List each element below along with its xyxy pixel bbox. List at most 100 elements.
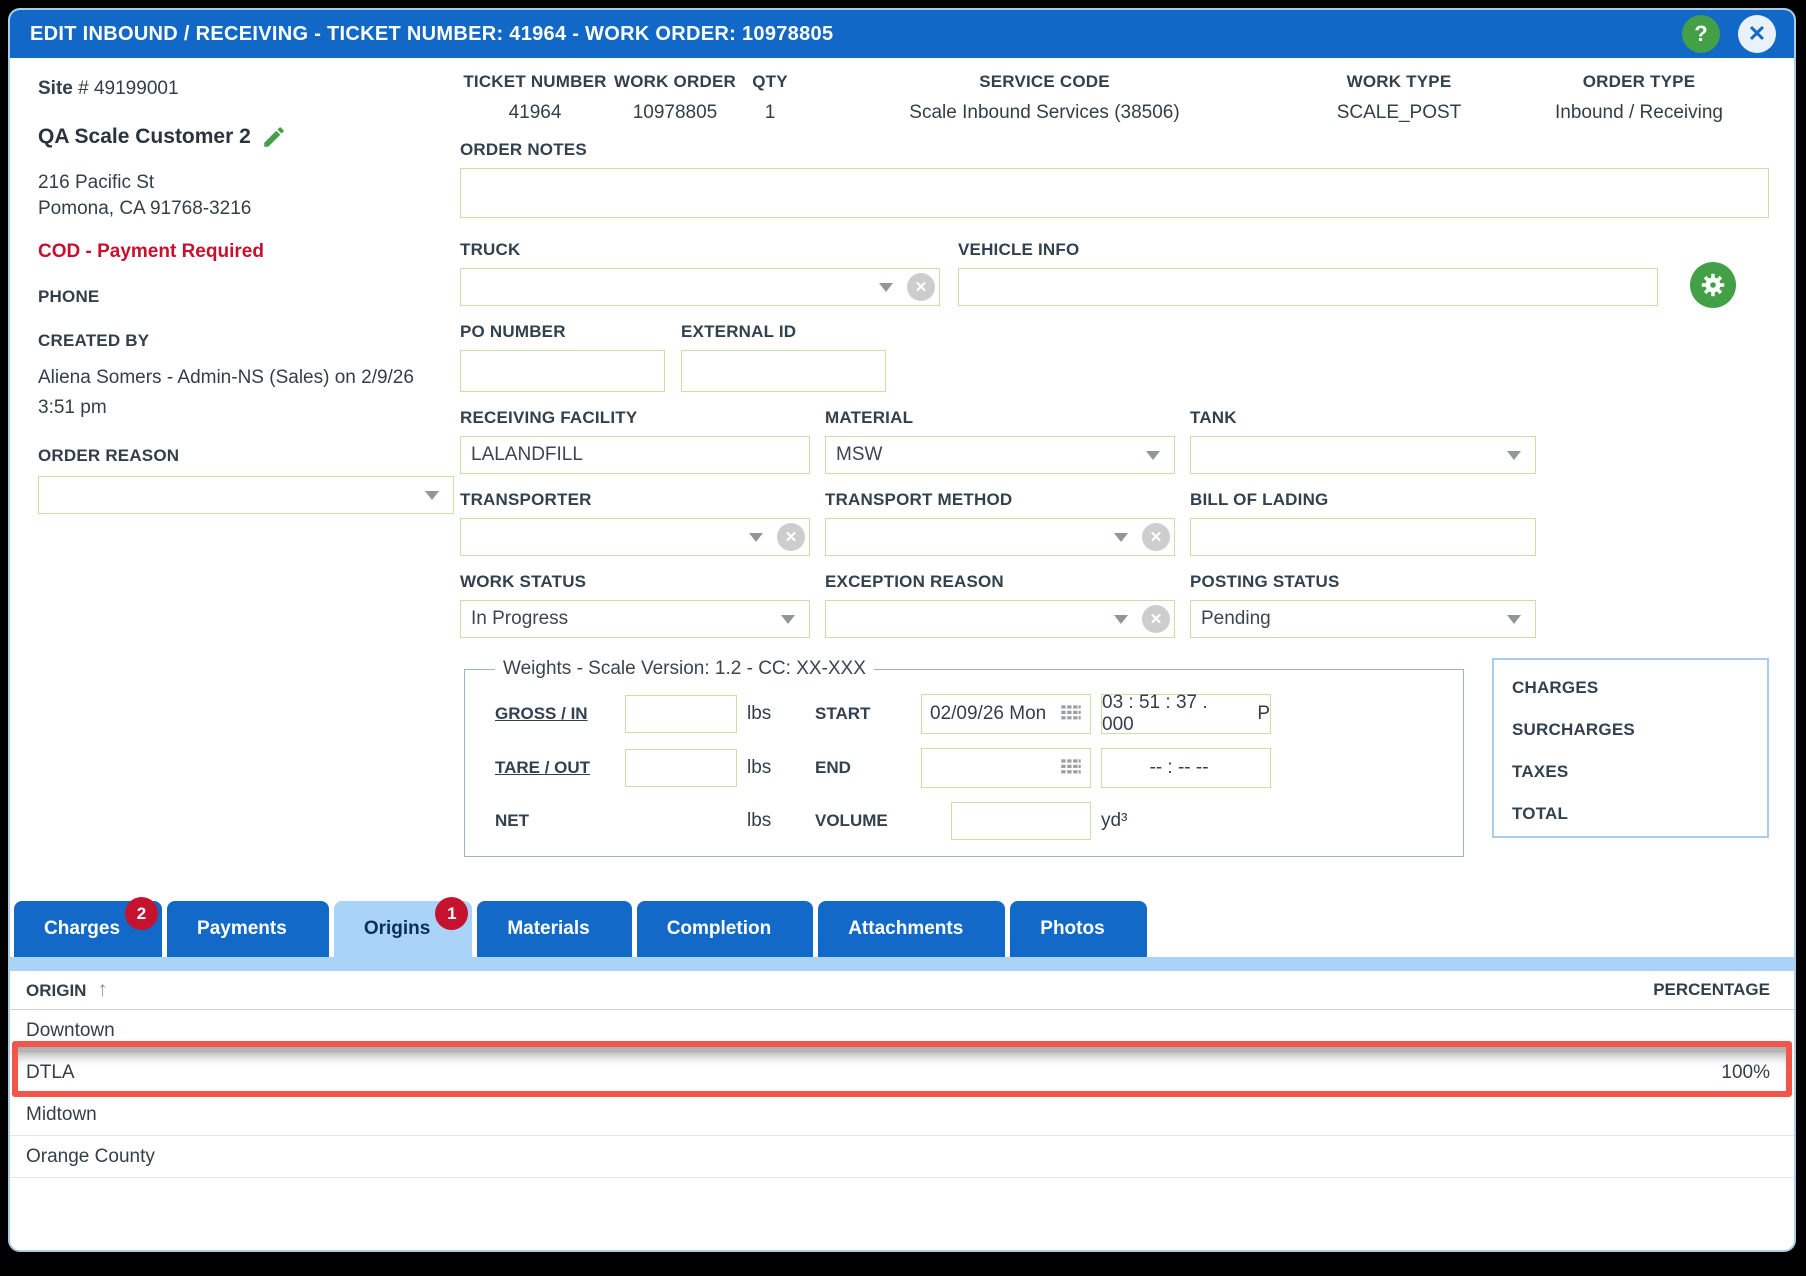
bill-of-lading-input[interactable] — [1190, 518, 1536, 556]
external-id-input[interactable] — [681, 350, 886, 392]
tab-materials[interactable]: Materials — [477, 901, 632, 957]
tab-completion[interactable]: Completion — [636, 901, 814, 957]
edit-inbound-dialog: EDIT INBOUND / RECEIVING - TICKET NUMBER… — [8, 8, 1796, 1252]
posting-status-field-group: POSTING STATUS Pending — [1190, 572, 1536, 638]
transport-method-label: TRANSPORT METHOD — [825, 490, 1013, 509]
order-notes-label: ORDER NOTES — [460, 140, 587, 159]
weights-panel: Weights - Scale Version: 1.2 - CC: XX-XX… — [464, 658, 1464, 857]
sort-ascending-icon: ↑ — [97, 978, 108, 1001]
table-row-downtown[interactable]: Downtown — [10, 1010, 1794, 1052]
content-top: Site # 49199001 QA Scale Customer 2 216 … — [10, 58, 1794, 857]
volume-input[interactable] — [951, 802, 1091, 840]
material-select[interactable]: MSW — [825, 436, 1175, 474]
end-time-input[interactable]: -- : -- -- — [1101, 748, 1271, 788]
detail-tabs: Charges 2 Payments Origins 1 Materials C… — [14, 897, 1794, 957]
titlebar-icons: ? ✕ — [1682, 15, 1776, 53]
customer-panel: Site # 49199001 QA Scale Customer 2 216 … — [10, 58, 454, 857]
chevron-down-icon — [781, 615, 795, 624]
table-row-dtla[interactable]: DTLA 100% — [10, 1041, 1794, 1097]
clear-x-icon[interactable]: ✕ — [1142, 605, 1170, 633]
origins-count-badge: 1 — [435, 897, 469, 930]
transporter-select[interactable]: ✕ — [460, 518, 810, 556]
summary-work-type: WORK TYPE SCALE_POST — [1336, 72, 1462, 123]
phone-label: PHONE — [38, 287, 100, 307]
tare-unit: lbs — [747, 757, 772, 778]
active-tab-bar — [10, 957, 1794, 971]
volume-label: VOLUME — [815, 811, 888, 830]
receiving-facility-label: RECEIVING FACILITY — [460, 408, 638, 427]
summary-qty: QTY 1 — [752, 72, 788, 123]
tab-payments[interactable]: Payments — [167, 901, 329, 957]
clear-x-icon[interactable]: ✕ — [1142, 523, 1170, 551]
created-by-value: Aliena Somers - Admin-NS (Sales) on 2/9/… — [38, 367, 414, 418]
transport-method-select[interactable]: ✕ — [825, 518, 1175, 556]
bill-of-lading-field-group: BILL OF LADING — [1190, 490, 1536, 556]
tab-origins[interactable]: Origins 1 — [333, 897, 473, 957]
clear-x-icon[interactable]: ✕ — [907, 273, 935, 301]
origins-table-header: ORIGIN ↑ PERCENTAGE — [10, 971, 1794, 1010]
tank-label: TANK — [1190, 408, 1237, 427]
order-reason-select[interactable] — [38, 476, 454, 515]
net-label: NET — [495, 811, 529, 830]
customer-name: QA Scale Customer 2 — [38, 125, 251, 148]
dialog-title: EDIT INBOUND / RECEIVING - TICKET NUMBER… — [30, 22, 834, 45]
total-label: TOTAL — [1512, 804, 1569, 823]
tab-attachments[interactable]: Attachments — [818, 901, 1006, 957]
external-id-field-group: EXTERNAL ID — [681, 322, 886, 392]
tab-photos[interactable]: Photos — [1010, 901, 1147, 957]
po-number-label: PO NUMBER — [460, 322, 566, 341]
dialog-titlebar: EDIT INBOUND / RECEIVING - TICKET NUMBER… — [10, 10, 1794, 58]
origin-column-header[interactable]: ORIGIN ↑ — [26, 978, 108, 1001]
customer-address-line1: 216 Pacific St — [38, 172, 155, 193]
vehicle-info-input[interactable] — [958, 268, 1658, 306]
transporter-label: TRANSPORTER — [460, 490, 592, 509]
tare-out-link[interactable]: TARE / OUT — [495, 758, 591, 777]
gross-unit: lbs — [747, 703, 772, 724]
transporter-field-group: TRANSPORTER ✕ — [460, 490, 810, 556]
calendar-icon[interactable] — [1058, 701, 1084, 727]
chevron-down-icon — [1114, 615, 1128, 624]
transport-method-field-group: TRANSPORT METHOD ✕ — [825, 490, 1175, 556]
exception-reason-label: EXCEPTION REASON — [825, 572, 1004, 591]
vehicle-settings-button[interactable] — [1690, 262, 1736, 308]
tab-charges[interactable]: Charges 2 — [14, 897, 163, 957]
work-status-label: WORK STATUS — [460, 572, 587, 591]
net-unit: lbs — [747, 810, 772, 831]
created-by-label: CREATED BY — [38, 331, 150, 351]
start-time-input[interactable]: 03 : 51 : 37 . 000 P — [1101, 692, 1271, 735]
close-button[interactable]: ✕ — [1738, 15, 1776, 53]
chevron-down-icon — [1507, 615, 1521, 624]
start-date-input[interactable]: 02/09/26 Mon — [921, 694, 1091, 734]
chevron-down-icon — [749, 533, 763, 542]
summary-service-code: SERVICE CODE Scale Inbound Services (385… — [909, 72, 1180, 123]
chevron-down-icon — [425, 491, 439, 501]
truck-select[interactable]: ✕ — [460, 268, 940, 306]
help-button[interactable]: ? — [1682, 15, 1720, 53]
charges-total-label: CHARGES — [1512, 678, 1599, 697]
tank-field-group: TANK — [1190, 408, 1536, 474]
order-reason-label: ORDER REASON — [38, 446, 180, 466]
gross-in-link[interactable]: GROSS / IN — [495, 704, 588, 723]
end-date-input[interactable] — [921, 748, 1091, 788]
tare-out-input[interactable] — [625, 749, 737, 787]
exception-reason-select[interactable]: ✕ — [825, 600, 1175, 638]
table-row-midtown[interactable]: Midtown — [10, 1094, 1794, 1136]
posting-status-label: POSTING STATUS — [1190, 572, 1340, 591]
posting-status-select[interactable]: Pending — [1190, 600, 1536, 638]
question-icon: ? — [1694, 21, 1708, 46]
receiving-facility-input[interactable]: LALANDFILL — [460, 436, 810, 474]
start-label: START — [815, 704, 871, 723]
summary-work-order: WORK ORDER 10978805 — [614, 72, 736, 123]
order-notes-textarea[interactable] — [460, 168, 1769, 218]
tank-select[interactable] — [1190, 436, 1536, 474]
gross-in-input[interactable] — [625, 695, 737, 733]
chevron-down-icon — [1146, 451, 1160, 460]
clear-x-icon[interactable]: ✕ — [777, 523, 805, 551]
calendar-icon[interactable] — [1058, 755, 1084, 781]
po-number-input[interactable] — [460, 350, 665, 392]
work-status-select[interactable]: In Progress — [460, 600, 810, 638]
table-row-orange-county[interactable]: Orange County — [10, 1136, 1794, 1178]
cod-warning: COD - Payment Required — [38, 241, 264, 263]
pencil-icon[interactable] — [261, 124, 287, 150]
surcharges-total-label: SURCHARGES — [1512, 720, 1635, 739]
